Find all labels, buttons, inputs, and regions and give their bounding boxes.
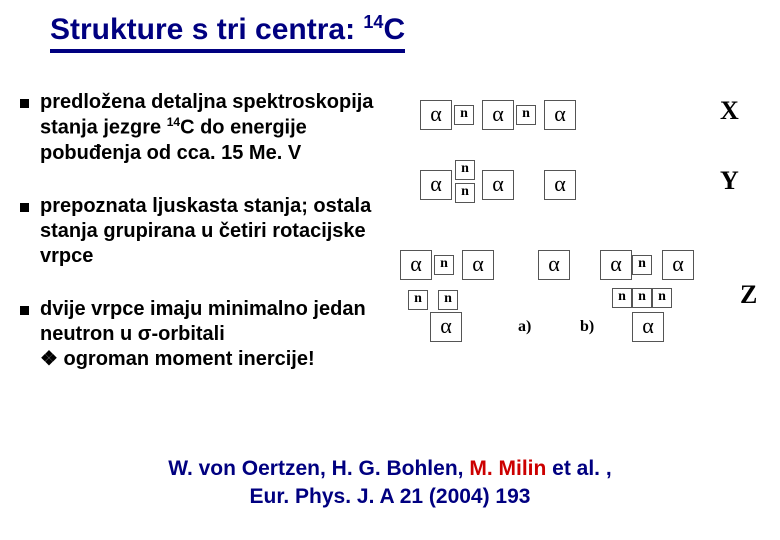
alpha-particle: α — [420, 100, 452, 130]
neutron: n — [516, 105, 536, 125]
neutron: n — [434, 255, 454, 275]
alpha-particle: α — [420, 170, 452, 200]
neutron: n — [438, 290, 458, 310]
cite-line1-pre: W. von Oertzen, H. G. Bohlen, — [168, 457, 469, 480]
bullet-3-mid: -orbitali — [151, 323, 224, 345]
title-pre: Strukture s tri centra: — [50, 13, 363, 46]
alpha-particle: α — [632, 312, 664, 342]
alpha-particle: α — [662, 250, 694, 280]
neutron: n — [408, 290, 428, 310]
alpha-particle: α — [462, 250, 494, 280]
slide: Strukture s tri centra: 14C predložena d… — [0, 0, 780, 540]
neutron: n — [455, 160, 475, 180]
diagram-label: X — [720, 96, 739, 126]
alpha-particle: α — [600, 250, 632, 280]
title-sup: 14 — [363, 12, 383, 32]
slide-title: Strukture s tri centra: 14C — [50, 12, 405, 53]
diagram-label: Z — [740, 280, 757, 310]
neutron: n — [612, 288, 632, 308]
neutron: n — [632, 288, 652, 308]
bullet-3-post: ogroman moment inercije! — [58, 348, 315, 370]
diagram-label: a) — [518, 318, 531, 336]
bullet-3: dvije vrpce imaju minimalno jedan neutro… — [20, 297, 380, 372]
bullet-list: predložena detaljna spektroskopija stanj… — [20, 90, 380, 400]
bullet-1: predložena detaljna spektroskopija stanj… — [20, 90, 380, 166]
bullet-2-text: prepoznata ljuskasta stanja; ostala stan… — [40, 195, 371, 267]
alpha-particle: α — [482, 170, 514, 200]
alpha-particle: α — [544, 170, 576, 200]
neutron: n — [455, 183, 475, 203]
title-post: C — [383, 13, 405, 46]
bullet-3-sigma: σ — [138, 323, 152, 345]
cite-line1-post: et al. , — [546, 457, 611, 480]
title-wrap: Strukture s tri centra: 14C — [50, 12, 405, 53]
neutron: n — [652, 288, 672, 308]
bullet-2: prepoznata ljuskasta stanja; ostala stan… — [20, 194, 380, 269]
diagram-label: Y — [720, 166, 739, 196]
alpha-particle: α — [430, 312, 462, 342]
neutron: n — [632, 255, 652, 275]
alpha-particle: α — [482, 100, 514, 130]
citation: W. von Oertzen, H. G. Bohlen, M. Milin e… — [0, 455, 780, 510]
cite-line2: Eur. Phys. J. A 21 (2004) 193 — [250, 485, 531, 508]
alpha-particle: α — [544, 100, 576, 130]
diamond-icon: ❖ — [40, 349, 58, 369]
bullet-1-sup: 14 — [167, 115, 180, 129]
alpha-particle: α — [538, 250, 570, 280]
alpha-particle: α — [400, 250, 432, 280]
cite-accent: M. Milin — [469, 457, 546, 480]
diagram-label: b) — [580, 318, 594, 336]
neutron: n — [454, 105, 474, 125]
structure-diagram: αααnnXαααnnYααααnnnαααnnnnZa)b) — [400, 90, 770, 390]
